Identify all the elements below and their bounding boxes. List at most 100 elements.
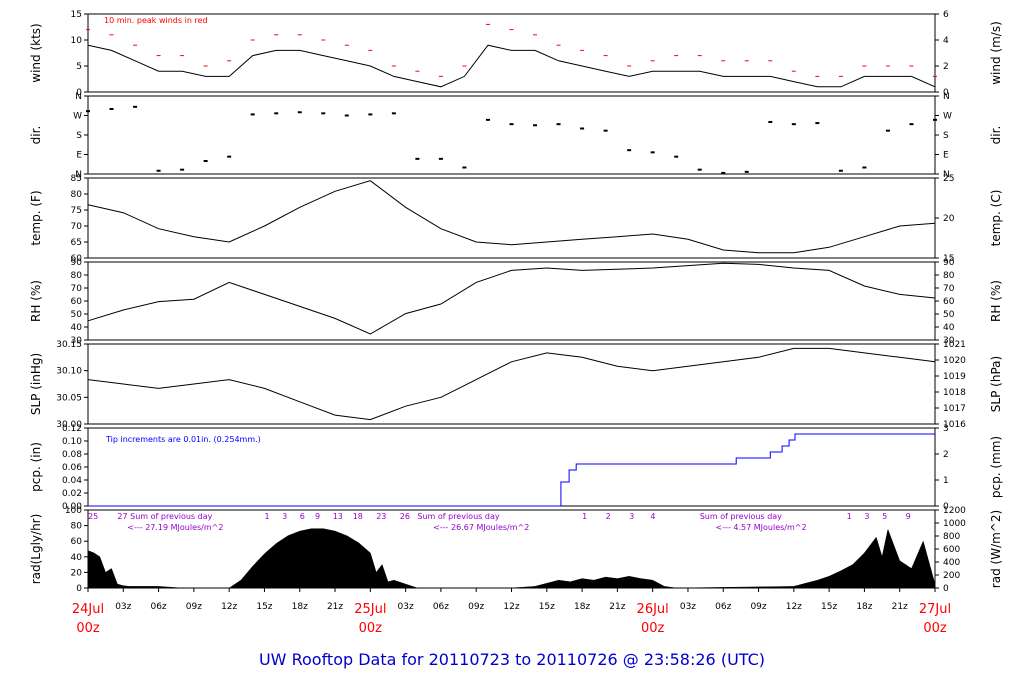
x-major-date-label: 24Jul bbox=[72, 602, 104, 617]
wind-direction-point bbox=[391, 112, 396, 115]
rh-line bbox=[87, 262, 936, 335]
right-tick-label: N bbox=[943, 170, 950, 180]
left-tick-label: 75 bbox=[71, 206, 82, 216]
wind-direction-point bbox=[180, 168, 185, 171]
right-tick-label: 80 bbox=[943, 271, 955, 281]
left-tick-label: 15 bbox=[71, 10, 82, 20]
right-tick-label: 25 bbox=[943, 174, 954, 184]
y-axis-label-left: SLP (inHg) bbox=[29, 353, 43, 415]
y-axis-label-left: pcp. (in) bbox=[29, 442, 43, 492]
left-tick-label: W bbox=[73, 112, 82, 122]
left-tick-label: 80 bbox=[71, 271, 83, 281]
radiation-top-label: 13 bbox=[333, 512, 343, 521]
wind-direction-point bbox=[203, 160, 208, 162]
left-tick-label: 0 bbox=[76, 88, 82, 98]
y-axis-label-right: SLP (hPa) bbox=[989, 356, 1003, 412]
wind-direction-point bbox=[368, 113, 373, 116]
x-tick-label: 09z bbox=[468, 602, 484, 612]
left-tick-label: 50 bbox=[71, 310, 83, 320]
left-tick-label: 0 bbox=[76, 584, 82, 594]
radiation-top-label: 2 bbox=[606, 512, 611, 521]
y-axis-label-right: pcp. (mm) bbox=[989, 436, 1003, 498]
wind-direction-point bbox=[885, 129, 890, 132]
radiation-top-label: 4 bbox=[650, 512, 655, 521]
wind-direction-point bbox=[533, 124, 538, 127]
radiation-top-label: 3 bbox=[282, 512, 287, 521]
right-tick-label: 4 bbox=[943, 36, 949, 46]
left-tick-label: 0.08 bbox=[62, 450, 82, 460]
x-major-hour-label: 00z bbox=[359, 621, 383, 636]
right-tick-label: 60 bbox=[943, 297, 955, 307]
x-tick-label: 12z bbox=[221, 602, 237, 612]
radiation-top-label: Sum of previous day bbox=[417, 512, 499, 521]
right-tick-label: 2 bbox=[943, 450, 949, 460]
left-tick-label: 0.04 bbox=[62, 476, 82, 486]
x-tick-label: 09z bbox=[186, 602, 202, 612]
right-tick-label: 1019 bbox=[943, 372, 966, 382]
left-tick-label: 90 bbox=[71, 258, 83, 268]
radiation-top-label: 18 bbox=[353, 512, 363, 521]
left-tick-label: 65 bbox=[71, 238, 82, 248]
x-major-hour-label: 00z bbox=[641, 621, 665, 636]
wind-direction-point bbox=[909, 123, 914, 126]
wind-direction-point bbox=[156, 169, 161, 172]
temperature-line bbox=[87, 180, 936, 254]
wind-direction-point bbox=[744, 170, 749, 173]
x-tick-label: 06z bbox=[433, 602, 449, 612]
wind-direction-point bbox=[627, 149, 632, 152]
radiation-top-label: 6 bbox=[300, 512, 305, 521]
x-tick-label: 21z bbox=[327, 602, 343, 612]
x-tick-label: 03z bbox=[115, 602, 131, 612]
radiation-top-label: 1 bbox=[264, 512, 269, 521]
right-tick-label: 0 bbox=[943, 88, 949, 98]
left-tick-label: 70 bbox=[71, 222, 83, 232]
radiation-top-label: 25 bbox=[88, 512, 98, 521]
right-tick-label: 70 bbox=[943, 284, 955, 294]
right-tick-label: 400 bbox=[943, 558, 960, 568]
radiation-daily-sum-note: <--- 27.19 MJoules/m^2 bbox=[127, 523, 223, 532]
left-tick-label: 0.12 bbox=[62, 424, 82, 434]
x-major-date-label: 27Jul bbox=[919, 602, 951, 617]
left-tick-label: E bbox=[76, 151, 82, 161]
x-tick-label: 21z bbox=[892, 602, 908, 612]
radiation-daily-sum-note: <--- 26.67 MJoules/m^2 bbox=[433, 523, 529, 532]
left-tick-label: 85 bbox=[71, 174, 82, 184]
wind-direction-point bbox=[109, 108, 114, 110]
right-tick-label: 50 bbox=[943, 310, 955, 320]
panel-annotation: Tip increments are 0.01in. (0.254mm.) bbox=[105, 435, 261, 444]
x-tick-label: 18z bbox=[574, 602, 590, 612]
right-tick-label: W bbox=[943, 112, 952, 122]
radiation-top-label: 1 bbox=[847, 512, 852, 521]
slp-line bbox=[87, 347, 936, 421]
left-tick-label: 10 bbox=[71, 36, 83, 46]
x-tick-label: 03z bbox=[398, 602, 414, 612]
x-tick-label: 12z bbox=[503, 602, 519, 612]
right-tick-label: 1 bbox=[943, 476, 949, 486]
x-major-hour-label: 00z bbox=[923, 621, 947, 636]
x-tick-label: 15z bbox=[821, 602, 837, 612]
right-tick-label: 1020 bbox=[943, 356, 966, 366]
y-axis-label-left: rad(Lgly/hr) bbox=[29, 514, 43, 585]
x-tick-label: 03z bbox=[680, 602, 696, 612]
right-tick-label: 800 bbox=[943, 532, 960, 542]
wind-direction-point bbox=[838, 169, 843, 172]
radiation-top-label: 5 bbox=[882, 512, 887, 521]
y-axis-label-left: wind (kts) bbox=[29, 23, 43, 82]
radiation-top-label: 3 bbox=[629, 512, 634, 521]
wind-direction-point bbox=[933, 118, 937, 121]
left-tick-label: 0.10 bbox=[62, 437, 82, 447]
wind-direction-point bbox=[297, 111, 302, 114]
right-tick-label: 6 bbox=[943, 10, 949, 20]
wind-direction-point bbox=[697, 168, 702, 171]
wind-direction-point bbox=[250, 113, 255, 116]
left-tick-label: 60 bbox=[71, 537, 83, 547]
left-tick-label: 30.00 bbox=[56, 420, 82, 430]
wind-direction-point bbox=[603, 129, 608, 132]
left-tick-label: 0.00 bbox=[62, 502, 82, 512]
y-axis-label-left: RH (%) bbox=[29, 280, 43, 322]
wind-direction-point bbox=[274, 112, 279, 115]
right-tick-label: 600 bbox=[943, 545, 960, 555]
right-tick-label: 30 bbox=[943, 336, 955, 346]
panel-frame-2 bbox=[87, 177, 936, 259]
